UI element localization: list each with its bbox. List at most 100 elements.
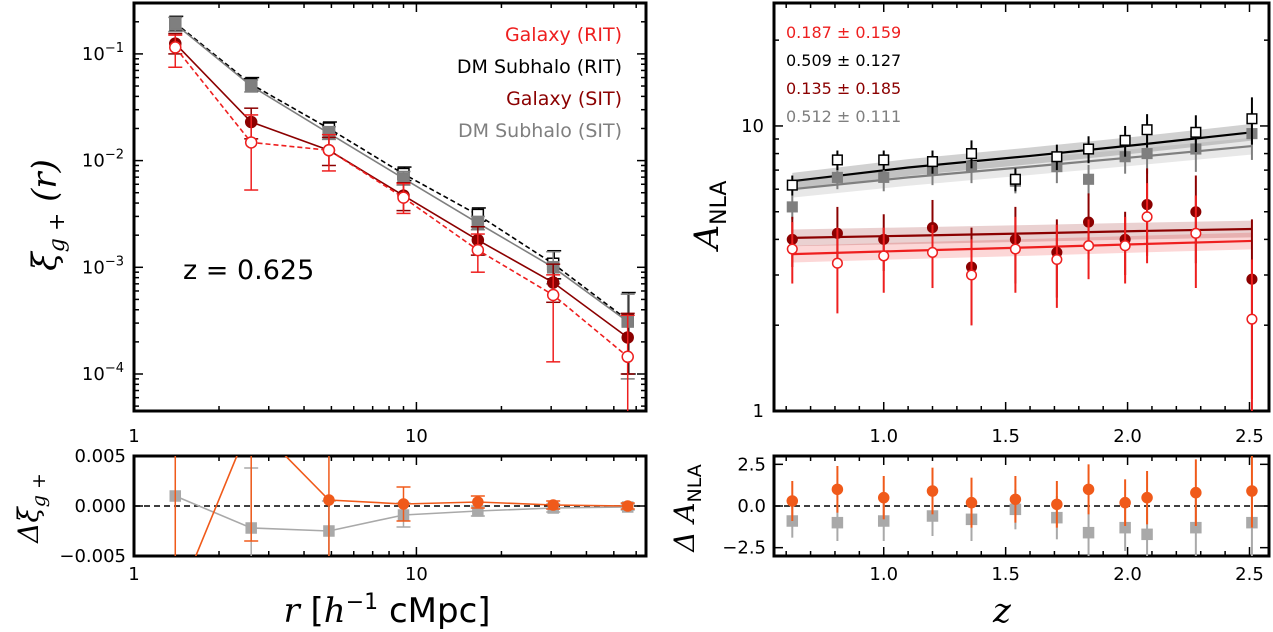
anlad-point-0 <box>831 483 844 496</box>
anla-point-1 <box>878 154 890 166</box>
anla-point-0 <box>1141 211 1153 223</box>
anla-point-3 <box>878 171 890 183</box>
xi-x-axis-label: r [h−1 cMpc] <box>283 590 490 631</box>
anla-point-1 <box>965 148 978 160</box>
xid-point-0 <box>397 498 410 510</box>
anla-point-0 <box>1009 243 1021 255</box>
legend-galaxy-sit: Galaxy (SIT) <box>506 88 622 110</box>
anla-main-panel: 1.0 1.5 2.0 2.5 1 10 <box>741 1 1271 447</box>
anla-point-1 <box>1083 143 1095 155</box>
anlad-plot-area <box>774 456 1269 556</box>
x-label-exp: −1 <box>346 590 378 615</box>
anla-point-0 <box>878 250 890 262</box>
xi-frame <box>132 1 648 413</box>
anla-point-3 <box>1083 173 1095 185</box>
xi-diff-panel: 1 10 −0.005 0.000 0.005 <box>59 416 648 611</box>
x-label-r: r <box>283 591 301 631</box>
fit-label-dm-sit: 0.512 ± 0.111 <box>786 107 901 126</box>
anlad-point-1 <box>1082 526 1095 539</box>
anla-diff-panel: 1.0 1.5 2.0 2.5 −2.5 0.0 2.5 <box>722 454 1271 585</box>
anla-point-3 <box>831 171 843 183</box>
anla-point-0 <box>1246 313 1258 325</box>
redshift-annotation: z = 0.625 <box>183 255 314 286</box>
anlad-point-0 <box>1051 498 1063 511</box>
anlad-point-0 <box>1141 491 1153 504</box>
legend-galaxy-rit: Galaxy (RIT) <box>505 24 622 46</box>
fit-label-galaxy-sit: 0.135 ± 0.185 <box>786 79 901 98</box>
xi-point-0 <box>244 136 258 149</box>
anlad-y-axis-main: Δ A <box>668 502 701 552</box>
anla-point-1 <box>1051 151 1063 163</box>
xi-ytick-label: 10−3 <box>82 254 124 278</box>
svg-text:Δξg +: Δξg + <box>12 473 50 544</box>
anla-point-1 <box>1141 124 1153 136</box>
xid-point-0 <box>170 601 180 611</box>
anla-point-1 <box>1119 134 1131 146</box>
anla-point-1 <box>1190 126 1202 138</box>
anla-point-1 <box>1009 173 1021 185</box>
x-label-unit: cMpc <box>389 591 477 631</box>
xid-ytick-label: −0.005 <box>59 546 126 567</box>
xi-ytick-label: 10−2 <box>82 148 124 172</box>
anla-fit-line-2 <box>792 227 1252 239</box>
anlad-point-0 <box>1119 496 1131 509</box>
anlad-point-0 <box>877 491 890 504</box>
xi-y-axis-label: ξg + (r) <box>25 159 70 271</box>
anla-frame <box>772 1 1271 413</box>
fit-label-galaxy-rit: 0.187 ± 0.159 <box>786 23 901 42</box>
anla-ytick-label: 1 <box>753 401 764 422</box>
xi-point-0 <box>621 350 634 364</box>
anlad-point-0 <box>965 496 978 509</box>
anla-point-1 <box>831 154 843 166</box>
xi-ytick-label: 10−4 <box>82 361 124 385</box>
xid-xtick-label: 1 <box>128 564 139 585</box>
anlad-point-1 <box>831 516 844 529</box>
anla-point-0 <box>926 246 939 258</box>
anla-ytick-label: 10 <box>741 116 764 137</box>
xi-ytick-label: 10−1 <box>82 41 124 65</box>
anla-point-1 <box>1246 113 1258 125</box>
xi-point-0 <box>546 288 560 302</box>
xid-point-0 <box>323 494 335 506</box>
xid-point-0 <box>246 416 256 426</box>
anla-plot-area <box>786 97 1258 411</box>
svg-text:ξg + (r): ξg + (r) <box>25 159 70 271</box>
svg-text:Δ ANLA: Δ ANLA <box>668 464 706 553</box>
anlad-point-0 <box>1190 486 1202 499</box>
xid-ytick-label: 0.000 <box>74 496 126 517</box>
xi-main-panel: 1 10 10−4 10−3 10−2 10−1 <box>82 1 648 447</box>
xid-ytick-label: 0.005 <box>74 446 126 467</box>
xid-point-0 <box>621 500 634 512</box>
anla-point-0 <box>965 269 978 281</box>
anlad-ytick-label: 2.5 <box>737 454 766 475</box>
xid-xtick-label: 10 <box>405 564 428 585</box>
xi-xtick-label: 10 <box>405 426 428 447</box>
anlad-point-0 <box>1082 483 1095 496</box>
anla-point-3 <box>786 201 798 213</box>
anla-point-0 <box>1190 227 1202 239</box>
anla-fit-line-1 <box>792 131 1253 183</box>
anlad-xtick-label: 1.5 <box>991 564 1020 585</box>
anla-xtick-label: 1.0 <box>869 426 898 447</box>
anlad-ytick-label: −2.5 <box>722 538 766 559</box>
xi-xtick-label: 1 <box>128 426 139 447</box>
anlad-point-0 <box>786 495 799 507</box>
legend-dm-sit: DM Subhalo (SIT) <box>458 120 622 142</box>
anla-point-0 <box>786 243 798 255</box>
anlad-xtick-label: 2.5 <box>1235 564 1264 585</box>
xi-point-0 <box>322 144 336 157</box>
xid-y-axis-main: Δξ <box>12 506 45 544</box>
anla-point-0 <box>831 257 843 269</box>
anlad-xtick-label: 2.0 <box>1113 564 1142 585</box>
anla-point-3 <box>1141 148 1153 160</box>
anla-fit-line-3 <box>792 144 1253 191</box>
anla-xtick-label: 2.5 <box>1235 426 1264 447</box>
anla-y-axis-sub: NLA <box>707 181 732 225</box>
xid-point-0 <box>547 499 559 511</box>
xid-plot-area <box>134 416 646 611</box>
xid-y-axis-sub: g + <box>28 473 50 507</box>
anlad-xtick-label: 1.0 <box>869 564 898 585</box>
anla-y-axis-main: A <box>687 225 727 253</box>
anlad-y-axis-sub: NLA <box>684 464 706 502</box>
